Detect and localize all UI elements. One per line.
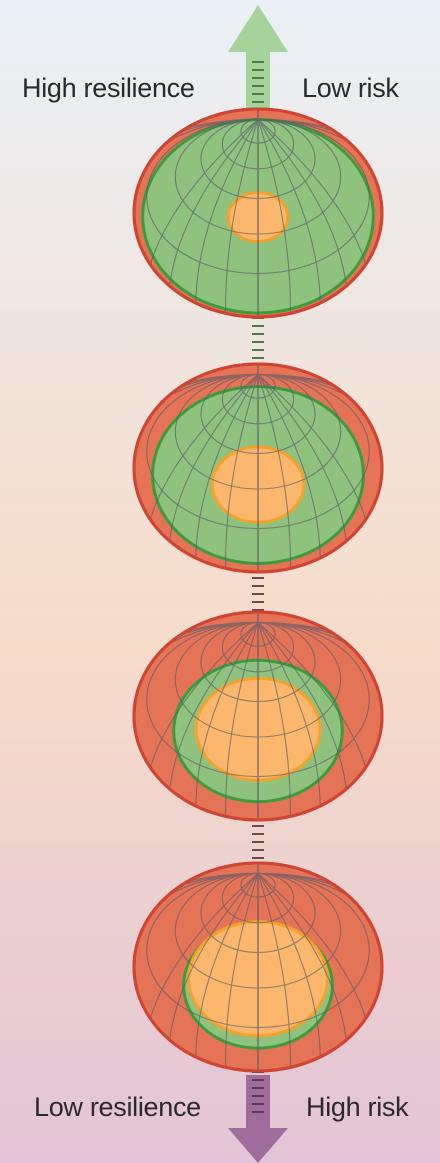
globe-grid	[134, 109, 382, 317]
label-low-risk: Low risk	[302, 73, 399, 103]
globe-4	[132, 861, 384, 1073]
label-high-risk: High risk	[306, 1092, 409, 1122]
globe-3	[132, 610, 384, 822]
arrow-up	[228, 5, 288, 110]
globes	[132, 107, 384, 1073]
axis-dashes-3	[252, 569, 264, 611]
axis-dashes-4	[252, 817, 264, 867]
globe-1	[132, 107, 384, 319]
label-high-resilience: High resilience	[22, 73, 195, 103]
axis-dashes-1	[252, 61, 264, 111]
axis-dashes-2	[252, 317, 264, 367]
arrow-down	[228, 1075, 288, 1163]
globe-grid	[134, 863, 382, 1071]
label-low-resilience: Low resilience	[34, 1092, 201, 1122]
globe-2	[132, 362, 384, 574]
